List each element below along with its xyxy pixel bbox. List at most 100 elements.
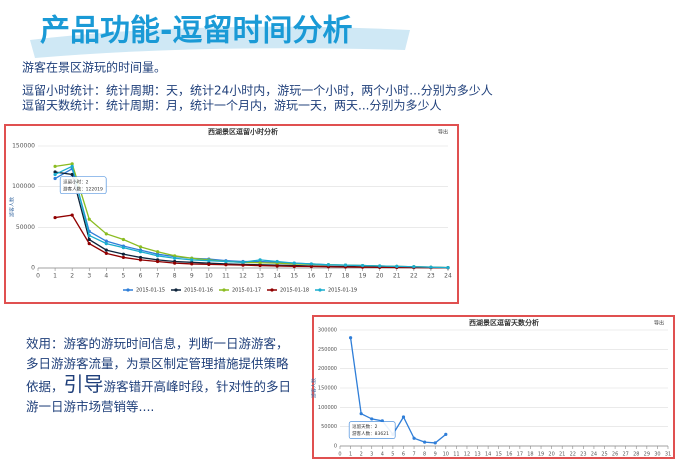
y-axis-label: 游客人数 [311,378,318,398]
x-tick-label: 21 [393,273,401,280]
y-tick-label: 150000 [12,143,35,150]
title-brush [30,26,410,58]
x-tick-label: 14 [273,273,281,280]
x-tick-label: 30 [654,452,660,458]
chart-title: 西湖景区逗留天数分析 [469,318,539,327]
x-tick-label: 15 [496,452,502,458]
x-tick-label: 17 [325,273,333,280]
data-point [70,164,74,168]
data-point [53,170,57,174]
x-tick-label: 9 [190,273,194,280]
data-point [309,262,313,266]
data-point [138,255,143,260]
effect-emphasis: 引导 [63,372,104,396]
data-point [275,264,279,268]
data-point [190,258,194,262]
data-point [423,440,427,444]
data-point [309,264,313,269]
x-tick-label: 20 [548,452,554,458]
data-point [104,232,108,236]
x-tick-label: 8 [423,452,426,458]
data-point [360,263,365,268]
tooltip-text: 游客人数：122019 [63,185,103,192]
data-point [53,215,57,220]
effect-text: 效用：游客的游玩时间信息，判断一日游游客，多日游游客流量，为景区制定管理措施提供… [26,334,296,417]
x-tick-label: 18 [527,452,533,458]
y-tick-label: 250000 [318,347,337,353]
x-tick-label: 20 [376,273,384,280]
x-tick-label: 9 [434,452,437,458]
data-point [138,250,143,254]
data-point [241,260,245,264]
data-point [348,336,353,340]
data-point [370,417,374,421]
data-point [70,213,74,217]
y-tick-label: 0 [31,265,35,272]
data-point [224,259,228,264]
export-button: 导出 [438,129,448,136]
x-tick-label: 15 [290,273,298,280]
chart-title: 西湖景区逗留小时分析 [208,127,278,136]
x-tick-label: 14 [485,452,491,458]
series-line [349,337,447,444]
data-point [275,259,279,264]
x-tick-label: 12 [239,273,247,280]
data-point [138,245,143,249]
series-line [54,214,449,269]
data-point [292,261,296,265]
x-tick-label: 10 [205,273,213,280]
legend-label: 2015-01-17 [232,288,261,294]
chart-frame [4,124,459,304]
series-line [54,165,449,269]
effect-part: 游客错开高峰时段，针对性的多日游一日游市场营销等.... [26,379,292,414]
x-tick-label: 5 [122,273,126,280]
data-point [104,239,108,243]
x-tick-label: 1 [53,273,57,280]
data-point [87,217,91,221]
y-tick-label: 50000 [16,224,35,231]
y-tick-label: 150000 [318,386,337,392]
x-tick-label: 24 [591,452,597,458]
x-tick-label: 27 [622,452,628,458]
x-tick-label: 22 [410,273,418,280]
legend-marker [126,288,130,292]
legend-label: 2015-01-15 [136,288,165,294]
data-point [155,254,160,258]
x-tick-label: 29 [644,452,650,458]
data-point [173,256,177,260]
data-point [444,432,448,436]
x-tick-label: 24 [444,273,452,280]
data-point [53,176,57,181]
x-tick-label: 0 [338,452,341,458]
data-point [433,441,437,445]
x-tick-label: 3 [87,273,91,280]
data-point [241,263,245,267]
data-point [326,263,331,267]
x-tick-label: 19 [538,452,544,458]
x-tick-label: 6 [402,452,405,458]
data-point [138,258,143,262]
legend-marker [318,288,322,292]
x-tick-label: 7 [156,273,160,280]
x-tick-label: 10 [443,452,449,458]
x-tick-label: 12 [464,452,470,458]
x-tick-label: 2 [360,452,363,458]
data-point [87,237,91,242]
legend-marker [222,288,226,292]
data-point [412,265,416,269]
data-point [258,261,262,265]
data-point [155,250,160,254]
page-title: 产品功能-逗留时间分析 [40,14,352,49]
x-tick-label: 16 [506,452,512,458]
data-point [401,415,406,419]
x-tick-label: 25 [601,452,607,458]
data-point [104,251,108,255]
x-tick-label: 8 [173,273,177,280]
data-point [359,412,363,416]
x-tick-label: 6 [139,273,143,280]
intro-line: 逗留小时统计：统计周期：天，统计24小时内，游玩一个小时，两个小时...分别为多… [22,84,493,98]
y-tick-label: 50000 [321,424,337,430]
legend-label: 2015-01-19 [328,288,357,294]
tooltip [348,421,396,439]
